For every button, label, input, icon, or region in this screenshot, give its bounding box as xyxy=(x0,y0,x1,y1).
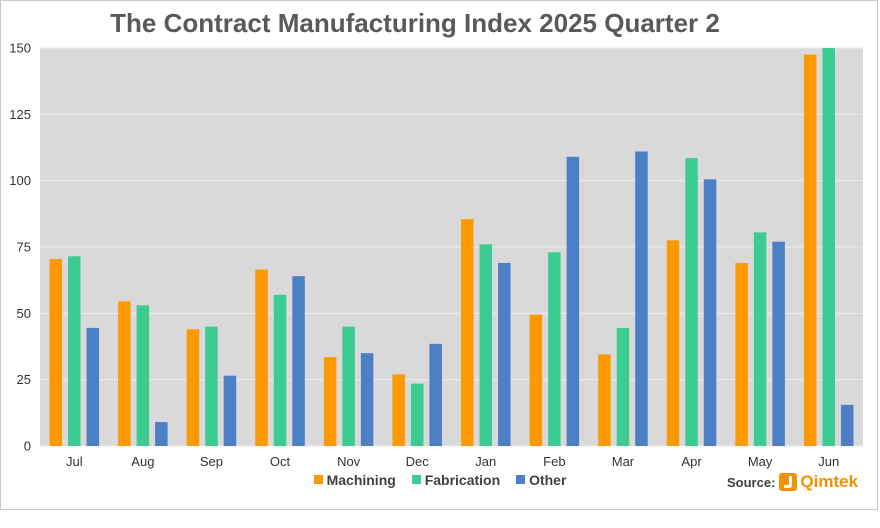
bar-machining-oct xyxy=(255,269,268,446)
bar-fabrication-mar xyxy=(616,327,630,446)
bar-fabrication-dec xyxy=(410,383,424,446)
bar-other-jul xyxy=(86,327,100,446)
bar-fabrication-apr xyxy=(685,158,698,446)
y-tick-label: 100 xyxy=(9,173,31,188)
chart-title: The Contract Manufacturing Index 2025 Qu… xyxy=(110,8,720,38)
x-tick-label: Aug xyxy=(131,454,154,469)
legend: Machining Fabrication Other xyxy=(0,472,880,488)
x-tick-label: Apr xyxy=(681,454,702,469)
bar-fabrication-may xyxy=(753,232,767,446)
source-brand: Qimtek xyxy=(800,472,859,491)
bar-fabrication-feb xyxy=(548,252,561,446)
bar-other-feb xyxy=(566,156,580,446)
x-tick-label: Dec xyxy=(406,454,430,469)
bar-fabrication-jan xyxy=(479,244,493,446)
bar-other-aug xyxy=(155,422,168,446)
x-tick-label: May xyxy=(748,454,773,469)
bar-other-oct xyxy=(292,276,305,446)
legend-swatch-machining xyxy=(313,475,323,484)
bar-other-sep xyxy=(223,375,237,446)
bar-machining-may xyxy=(735,262,748,446)
bar-fabrication-jul xyxy=(68,256,81,446)
legend-swatch-fabrication xyxy=(411,475,421,484)
y-tick-label: 125 xyxy=(9,107,31,122)
x-tick-label: Jul xyxy=(66,454,83,469)
source-label: Source: xyxy=(727,474,776,490)
bar-other-dec xyxy=(429,343,442,446)
bar-other-nov xyxy=(360,353,374,446)
x-tick-label: Sep xyxy=(200,454,223,469)
x-tick-label: Nov xyxy=(337,454,361,469)
bar-machining-jul xyxy=(49,258,63,446)
x-tick-label: Mar xyxy=(612,454,635,469)
bar-other-may xyxy=(772,241,785,446)
y-tick-label: 50 xyxy=(17,306,31,321)
y-tick-label: 25 xyxy=(17,372,31,387)
x-tick-label: Jan xyxy=(475,454,496,469)
y-tick-label: 0 xyxy=(24,439,31,454)
source-credit: Source: Qimtek xyxy=(727,472,858,492)
legend-item-machining: Machining xyxy=(313,472,396,488)
bar-fabrication-oct xyxy=(273,294,287,446)
bar-other-apr xyxy=(703,179,717,446)
bar-machining-feb xyxy=(529,314,543,446)
legend-label-other: Other xyxy=(529,472,567,488)
legend-label-fabrication: Fabrication xyxy=(424,472,501,488)
x-tick-label: Feb xyxy=(543,454,565,469)
bar-fabrication-aug xyxy=(136,305,150,446)
bar-machining-aug xyxy=(118,301,131,446)
x-tick-label: Oct xyxy=(270,454,291,469)
bar-machining-jun xyxy=(803,54,817,447)
bar-machining-jan xyxy=(461,219,474,446)
y-tick-label: 150 xyxy=(9,41,31,56)
legend-swatch-other xyxy=(516,475,526,484)
bar-other-jun xyxy=(840,404,854,446)
legend-item-fabrication: Fabrication xyxy=(411,472,501,488)
bar-machining-nov xyxy=(323,357,337,446)
bar-other-jan xyxy=(498,262,511,446)
legend-item-other: Other xyxy=(516,472,566,488)
bar-fabrication-jun xyxy=(822,48,835,446)
bar-fabrication-sep xyxy=(205,326,218,446)
bar-fabrication-nov xyxy=(342,326,355,446)
bar-machining-sep xyxy=(186,329,200,446)
chart-frame xyxy=(0,0,878,510)
bar-machining-apr xyxy=(666,240,680,446)
legend-label-machining: Machining xyxy=(326,472,396,488)
qimtek-logo-icon xyxy=(779,473,798,491)
x-tick-label: Jun xyxy=(818,454,839,469)
bar-machining-mar xyxy=(598,354,611,446)
y-tick-label: 75 xyxy=(17,240,31,255)
bar-machining-dec xyxy=(392,374,405,446)
bar-other-mar xyxy=(635,151,648,447)
